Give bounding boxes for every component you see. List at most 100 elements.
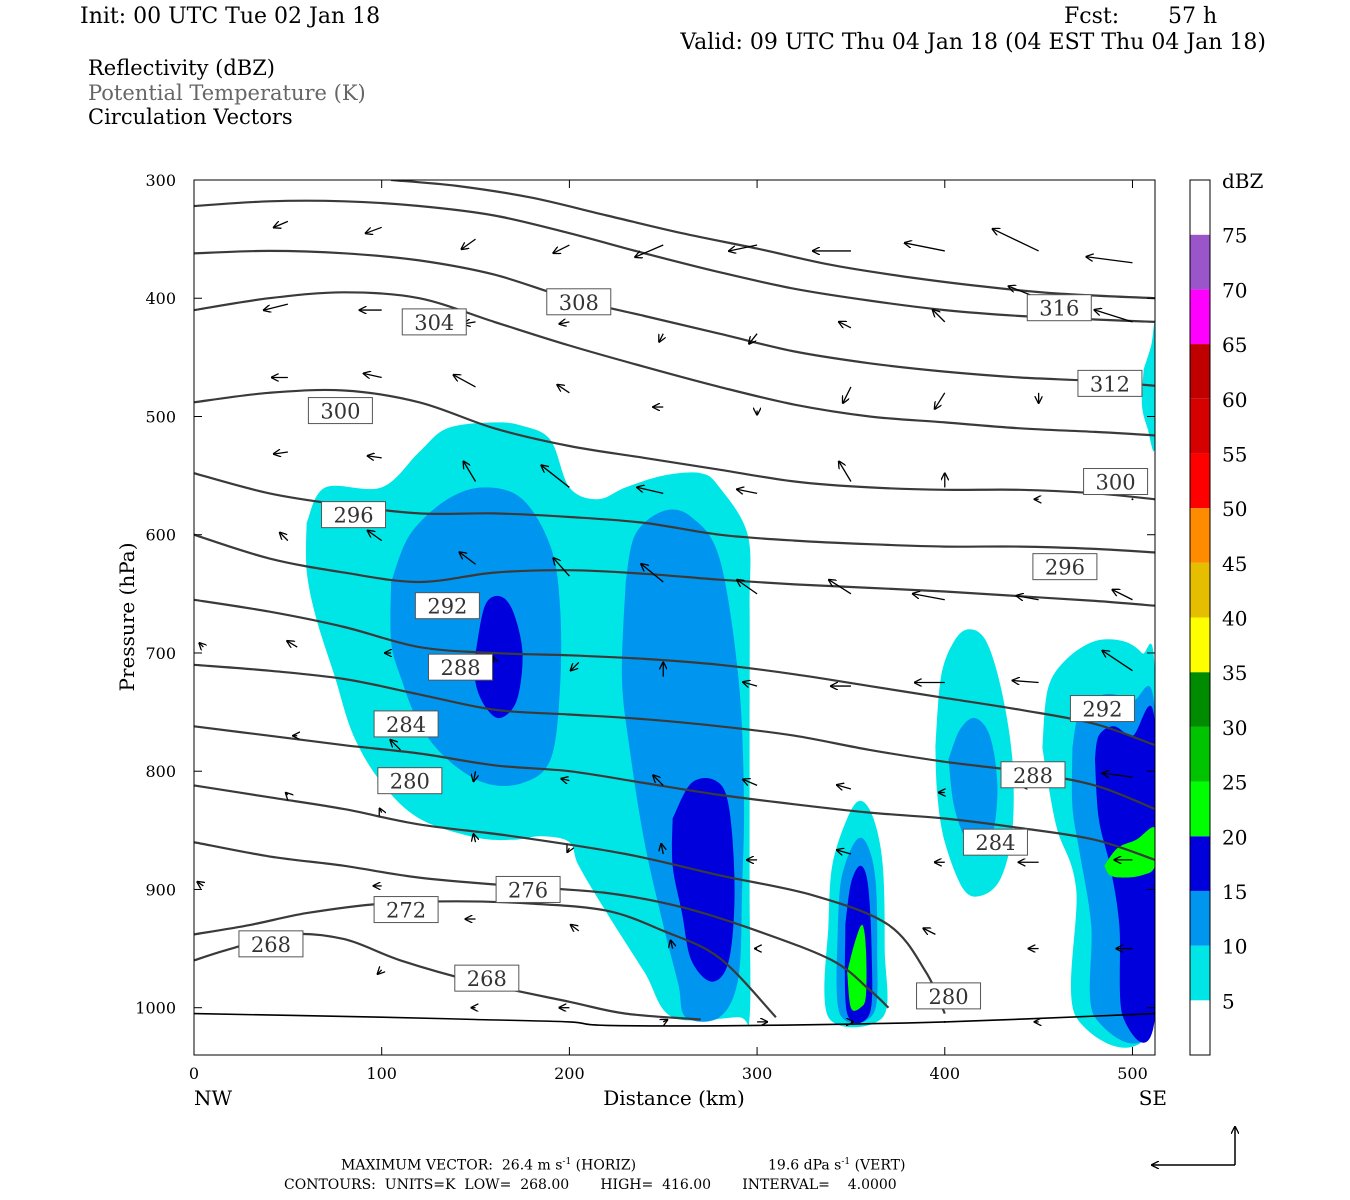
colorbar-swatch [1190,945,1210,1001]
y-tick-label: 600 [145,526,176,545]
theta-label-box [1026,294,1092,322]
theta-label-box [401,308,467,336]
theta-contour-304 [194,388,1155,501]
x-axis: 0 100 200 300 400 500 [189,180,1148,1083]
theta-label: 304 [401,308,467,336]
colorbar-label: 40 [1222,607,1247,631]
vector [561,779,570,781]
theta-label-box [307,397,373,425]
colorbar-label: 45 [1222,552,1247,576]
reflectivity-region-15dbz [474,595,523,719]
vector [1112,590,1133,601]
vector [837,785,852,789]
vector [541,465,570,488]
colorbar-swatch [1190,344,1210,399]
x-tick-label: 0 [189,1064,199,1083]
colorbar-swatch [1190,836,1210,891]
vector [460,552,476,565]
vector [274,452,288,454]
theta-contour-280 [194,784,946,1015]
y-tick-label: 400 [145,289,176,308]
vector [280,533,289,542]
theta-label: 276 [495,875,561,903]
theta-label: 284 [373,710,439,738]
vector [557,385,570,394]
theta-label: 312 [1077,369,1143,397]
vector [366,226,382,233]
max-vert-vector-note: 19.6 dPa s-1 (VERT) [768,1157,906,1174]
theta-label-box [321,501,387,529]
vector [923,928,936,934]
theta-label-text: 296 [333,504,373,528]
vector [464,462,477,482]
reflectivity-region-20dbz [847,924,867,1011]
colorbar-label: 50 [1222,497,1247,521]
vector [368,531,383,542]
theta-contour-320 [390,180,1155,300]
theta-label: 296 [1032,553,1098,581]
vector [462,238,476,249]
vector [553,244,570,253]
theta-label-text: 300 [1096,471,1136,495]
theta-label-box [916,982,982,1010]
vector [378,970,382,974]
vector [913,594,945,601]
vector [1017,596,1039,600]
colorbar-swatch [1190,726,1210,782]
forecast-hour: 57 h [1168,4,1218,29]
colorbar-label: 60 [1222,388,1247,412]
theta-label: 288 [428,653,494,681]
vector [553,558,570,577]
y-tick-label: 700 [145,644,176,663]
valid-time: Valid: 09 UTC Thu 04 Jan 18 (04 EST Thu … [680,30,1266,55]
vector [364,373,382,377]
plot-frame [193,179,1156,1056]
vector [641,564,664,583]
vector [1102,773,1133,777]
vector [571,925,580,931]
theta-contour-292 [194,598,1155,747]
vector [659,333,663,342]
init-time: Init: 00 UTC Tue 02 Jan 18 [80,4,381,29]
colorbar-swatch [1190,180,1210,235]
colorbar-label: 5 [1222,989,1235,1013]
theta-contour-316 [194,199,1155,323]
colorbar-frame [1189,179,1211,1056]
vector [390,740,401,751]
reflectivity-region-15dbz [671,777,735,982]
theta-label-text: 316 [1039,297,1079,321]
theta-label-box [1069,695,1135,723]
forecast-label: Fcst: [1064,4,1120,29]
vector [197,882,203,886]
vector [749,333,758,344]
theta-label-text: 276 [508,878,548,902]
theta-label-text: 308 [559,291,599,315]
field-circulation-vectors: Circulation Vectors [88,105,293,129]
theta-label-text: 284 [386,713,426,737]
theta-contour-labels: 268 268 272 276 280 280 284 284 288 288 292 292 296 2… [238,288,1149,1010]
colorbar-label: 20 [1222,825,1247,849]
vector [287,641,298,647]
vector [368,456,382,458]
vector [474,771,476,781]
theta-contour-312 [194,249,1155,387]
colorbar-unit: dBZ [1222,169,1264,193]
theta-label-box [495,875,561,903]
vector [839,322,852,328]
colorbar-swatch [1190,289,1210,345]
x-tick-label: 300 [742,1064,773,1083]
theta-label: 284 [962,828,1028,856]
colorbar-label: 55 [1222,442,1247,466]
colorbar-label: 70 [1222,278,1247,302]
max-vector-note: MAXIMUM VECTOR: 26.4 m s-1 (HORIZ) [341,1157,637,1174]
y-tick-label: 300 [145,171,176,190]
vector [663,1020,667,1022]
theta-contour-296 [194,533,1155,607]
vector [671,941,673,949]
theta-label-text: 296 [1045,556,1085,580]
colorbar-label: 75 [1222,224,1247,248]
reference-vector-icon [1152,1127,1235,1165]
x-tick-label: 200 [554,1064,585,1083]
theta-label: 308 [546,288,612,316]
y-tick-label: 500 [145,407,176,426]
